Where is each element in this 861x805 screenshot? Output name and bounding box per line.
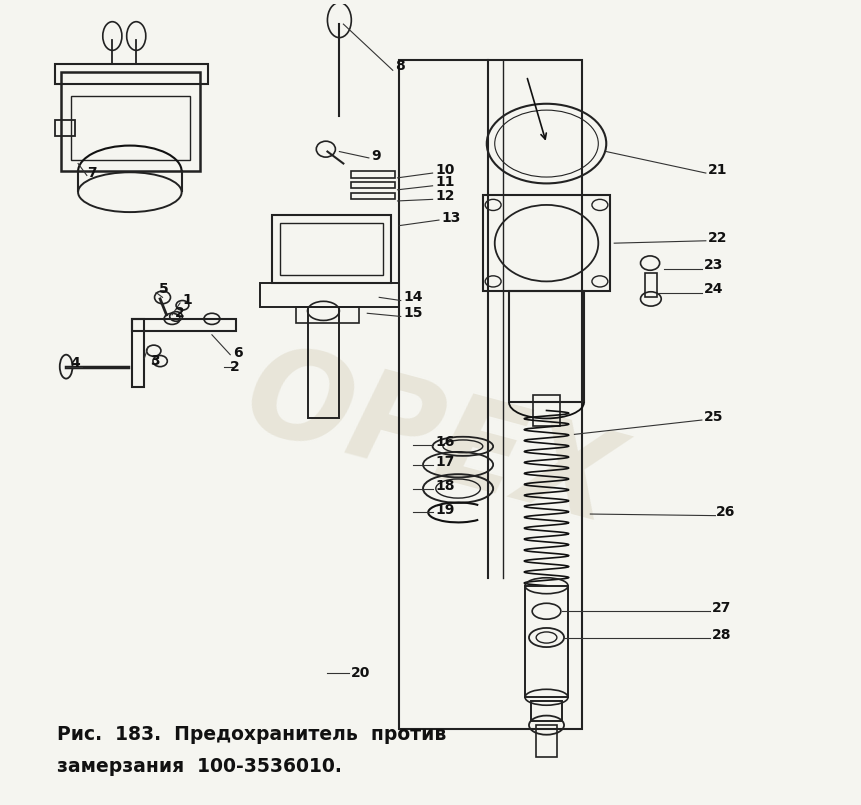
Bar (60, 72, 200, 171)
Text: 19: 19 (435, 503, 454, 517)
Bar (351, 193, 394, 200)
Text: 9: 9 (371, 149, 381, 163)
Bar (509, 291, 583, 402)
Text: 17: 17 (435, 456, 454, 469)
Bar (351, 182, 394, 188)
Bar (644, 274, 656, 297)
Bar (132, 319, 236, 331)
Text: 21: 21 (708, 163, 727, 177)
Text: замерзания  100-3536010.: замерзания 100-3536010. (57, 757, 341, 776)
Text: 4: 4 (70, 356, 80, 369)
Text: 5: 5 (158, 283, 168, 296)
Bar (55, 120, 75, 135)
Text: 23: 23 (703, 258, 722, 272)
Text: 16: 16 (435, 436, 454, 449)
Bar (132, 319, 144, 386)
Bar (532, 394, 560, 427)
Text: 11: 11 (435, 175, 454, 189)
Bar (482, 196, 610, 291)
Text: 28: 28 (710, 628, 730, 642)
Bar (279, 223, 383, 275)
Text: 24: 24 (703, 283, 723, 296)
Bar (55, 64, 208, 84)
Text: 2: 2 (174, 306, 184, 320)
Bar (530, 701, 561, 721)
Text: 7: 7 (87, 166, 96, 180)
Bar (259, 283, 399, 307)
Text: 3: 3 (151, 354, 160, 368)
Bar (271, 215, 391, 283)
Bar (307, 307, 339, 419)
Text: 2: 2 (230, 360, 239, 374)
Bar (71, 96, 190, 159)
Text: 15: 15 (403, 306, 422, 320)
Bar (351, 171, 394, 178)
Text: 22: 22 (708, 230, 727, 245)
Text: 20: 20 (351, 667, 370, 680)
Text: Рис.  183.  Предохранитель  против: Рис. 183. Предохранитель против (57, 725, 445, 744)
Bar (536, 725, 556, 757)
Text: 26: 26 (715, 506, 734, 519)
Text: 25: 25 (703, 410, 723, 424)
Text: 13: 13 (441, 211, 460, 225)
Text: 6: 6 (233, 346, 243, 360)
Text: 27: 27 (710, 601, 730, 615)
Text: 10: 10 (435, 163, 454, 177)
Bar (295, 307, 359, 323)
Text: OPEX: OPEX (232, 335, 629, 550)
Text: 12: 12 (435, 189, 454, 203)
Text: 1: 1 (183, 293, 192, 307)
Text: 18: 18 (435, 479, 454, 493)
Text: 8: 8 (394, 60, 405, 73)
Text: 14: 14 (403, 291, 422, 304)
Bar (399, 60, 582, 729)
Bar (524, 586, 567, 697)
